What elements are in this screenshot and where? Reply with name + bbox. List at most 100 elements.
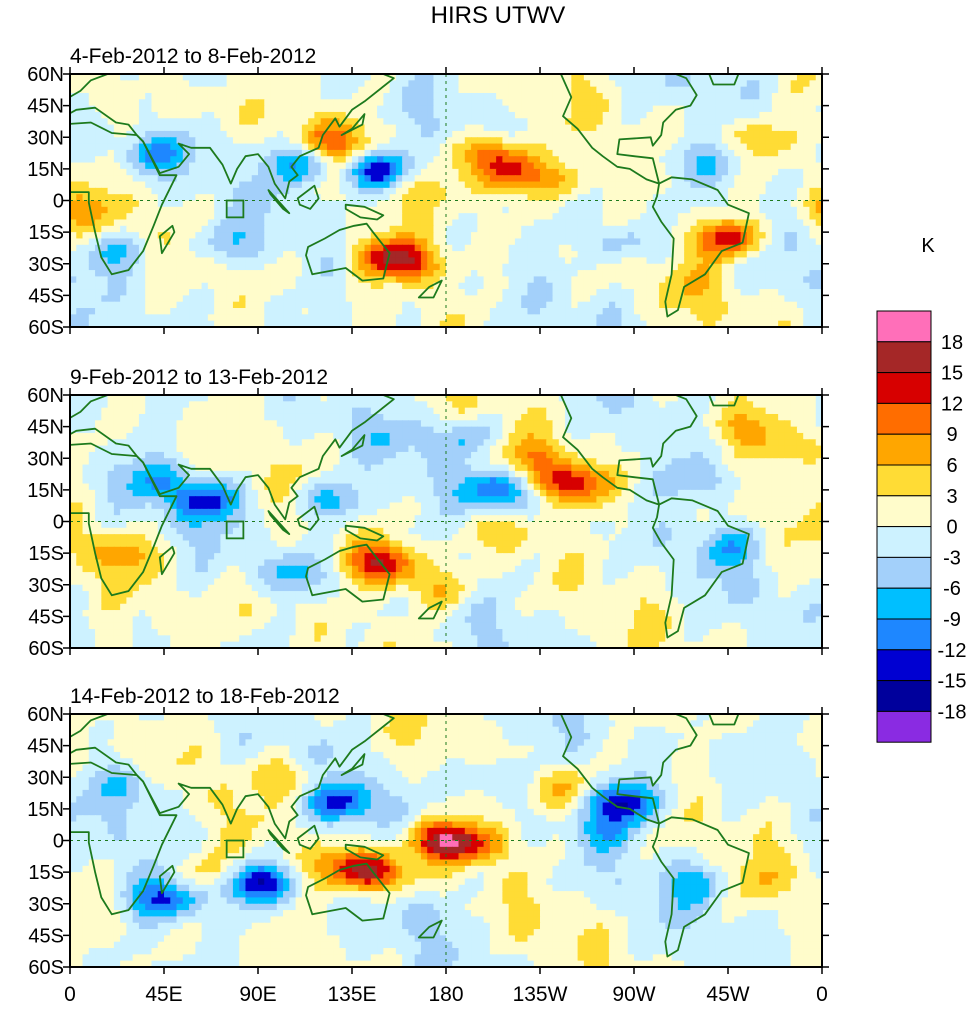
field-cell bbox=[464, 92, 472, 100]
field-cell bbox=[364, 181, 372, 189]
field-cell bbox=[646, 200, 654, 208]
field-cell bbox=[577, 175, 585, 183]
field-cell bbox=[107, 175, 115, 183]
field-cell bbox=[138, 149, 146, 157]
field-cell bbox=[389, 111, 397, 119]
field-cell bbox=[652, 244, 660, 252]
field-cell bbox=[420, 200, 428, 208]
field-cell bbox=[803, 225, 811, 233]
field-cell bbox=[164, 168, 171, 176]
field-cell bbox=[508, 263, 516, 271]
field-cell bbox=[170, 105, 178, 113]
field-cell bbox=[402, 99, 409, 107]
field-cell bbox=[189, 99, 196, 107]
field-cell bbox=[113, 289, 121, 296]
field-cell bbox=[728, 99, 735, 107]
field-cell bbox=[477, 206, 485, 214]
field-cell bbox=[176, 111, 184, 119]
field-cell bbox=[289, 137, 297, 145]
field-cell bbox=[151, 282, 159, 290]
field-cell bbox=[684, 295, 691, 303]
field-cell bbox=[496, 124, 503, 132]
field-cell bbox=[803, 314, 811, 322]
field-cell bbox=[132, 314, 140, 322]
field-cell bbox=[145, 175, 153, 183]
field-cell bbox=[803, 124, 811, 132]
field-cell bbox=[709, 308, 717, 315]
field-cell bbox=[690, 238, 698, 246]
field-cell bbox=[439, 168, 447, 176]
field-cell bbox=[815, 251, 822, 259]
field-cell bbox=[126, 143, 134, 151]
field-cell bbox=[696, 105, 704, 113]
field-cell bbox=[76, 257, 84, 265]
field-cell bbox=[333, 181, 341, 189]
field-cell bbox=[796, 320, 804, 327]
field-cell bbox=[101, 225, 109, 233]
field-cell bbox=[251, 395, 259, 402]
field-cell bbox=[565, 111, 572, 119]
field-cell bbox=[471, 149, 478, 157]
field-cell bbox=[239, 74, 247, 81]
field-cell bbox=[483, 263, 491, 271]
field-cell bbox=[308, 251, 315, 259]
field-cell bbox=[765, 213, 773, 221]
field-cell bbox=[345, 276, 353, 284]
field-cell bbox=[446, 80, 453, 88]
field-cell bbox=[76, 320, 84, 327]
field-cell bbox=[132, 200, 140, 208]
field-cell bbox=[721, 137, 729, 145]
field-cell bbox=[120, 162, 127, 170]
field-cell bbox=[289, 105, 297, 113]
field-cell bbox=[120, 149, 127, 157]
field-cell bbox=[458, 124, 466, 132]
field-cell bbox=[790, 181, 798, 189]
field-cell bbox=[151, 200, 159, 208]
field-cell bbox=[308, 276, 315, 284]
field-cell bbox=[352, 74, 359, 81]
field-cell bbox=[70, 289, 77, 296]
field-cell bbox=[370, 395, 378, 402]
field-cell bbox=[665, 219, 673, 227]
field-cell bbox=[646, 74, 654, 81]
field-cell bbox=[652, 314, 660, 322]
field-cell bbox=[326, 238, 334, 246]
field-cell bbox=[345, 168, 353, 176]
field-cell bbox=[101, 118, 109, 126]
field-cell bbox=[702, 257, 710, 265]
field-cell bbox=[320, 143, 328, 151]
field-cell bbox=[446, 187, 453, 195]
field-cell bbox=[314, 80, 322, 88]
field-cell bbox=[189, 92, 196, 100]
field-cell bbox=[615, 213, 623, 221]
field-cell bbox=[652, 86, 660, 94]
field-cell bbox=[402, 118, 409, 126]
field-cell bbox=[207, 80, 215, 88]
field-cell bbox=[402, 175, 409, 183]
field-cell bbox=[765, 80, 773, 88]
field-cell bbox=[627, 295, 635, 303]
field-cell bbox=[138, 289, 146, 296]
field-cell bbox=[608, 99, 616, 107]
field-cell bbox=[496, 282, 503, 290]
field-cell bbox=[728, 219, 735, 227]
field-cell bbox=[420, 137, 428, 145]
field-cell bbox=[170, 74, 178, 81]
field-cell bbox=[326, 314, 334, 322]
field-cell bbox=[245, 130, 253, 138]
field-cell bbox=[815, 80, 822, 88]
field-cell bbox=[702, 168, 710, 176]
field-cell bbox=[634, 395, 641, 402]
field-cell bbox=[189, 314, 196, 322]
field-cell bbox=[370, 257, 378, 265]
field-cell bbox=[652, 149, 660, 157]
field-cell bbox=[778, 200, 785, 208]
field-cell bbox=[771, 187, 779, 195]
field-cell bbox=[389, 92, 397, 100]
field-cell bbox=[107, 314, 115, 322]
field-cell bbox=[170, 137, 178, 145]
coastline bbox=[340, 113, 366, 137]
y-tick-label: 15S bbox=[28, 222, 64, 244]
field-cell bbox=[540, 270, 547, 277]
field-cell bbox=[120, 251, 127, 259]
